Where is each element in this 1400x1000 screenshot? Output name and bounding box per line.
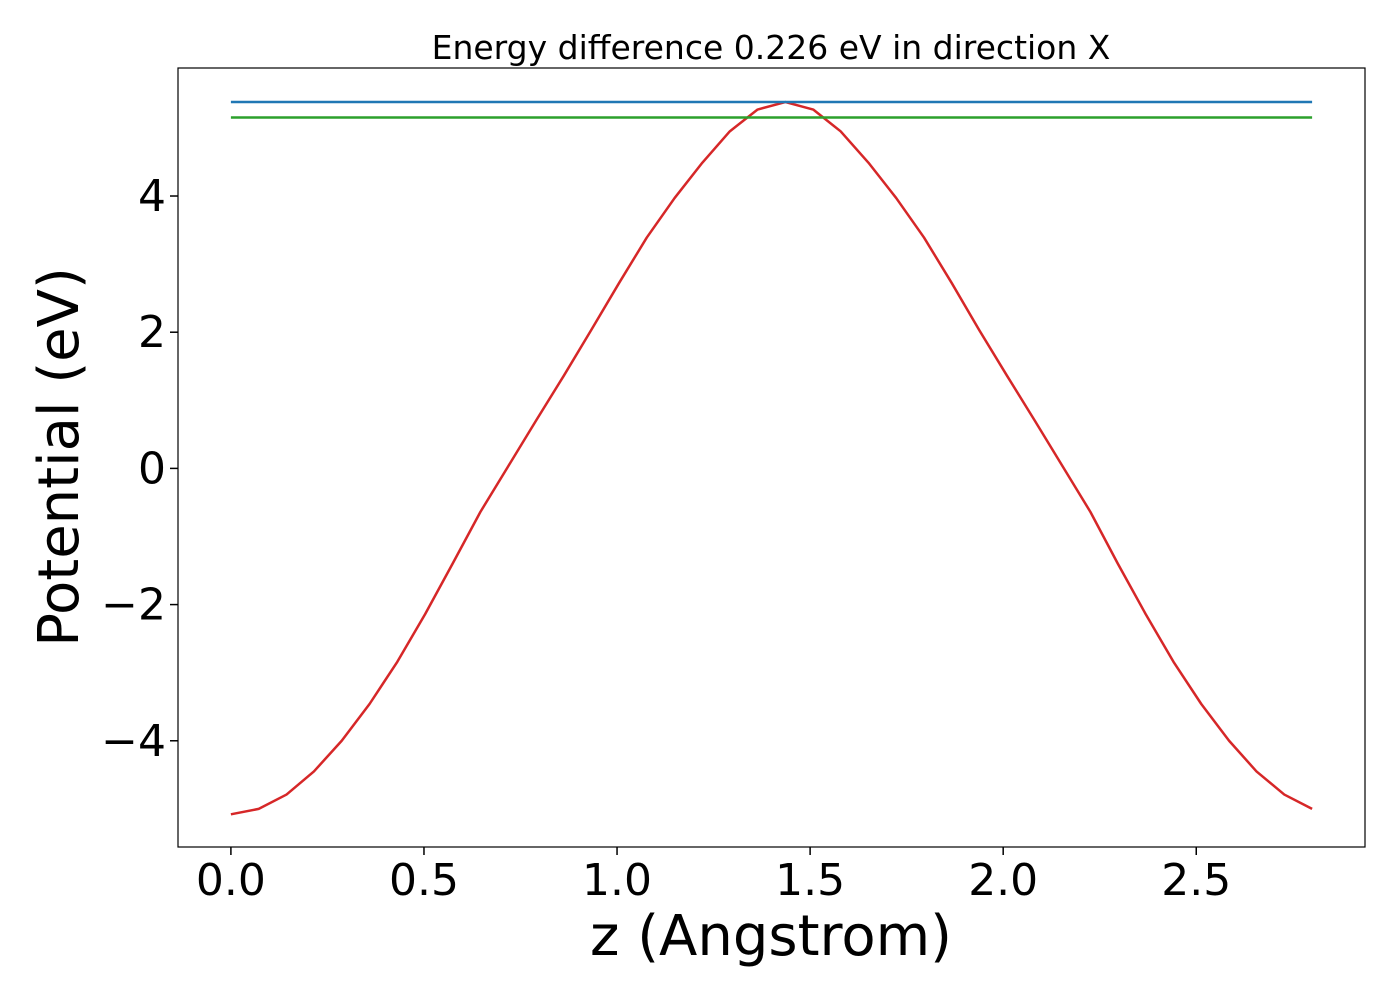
x-tick-label: 2.5: [1161, 855, 1231, 906]
series-layer: [230, 100, 1313, 816]
y-tick-label: 4: [138, 171, 166, 222]
y-tick-label: −4: [101, 716, 166, 767]
y-tick-label: −2: [101, 580, 166, 631]
y-tick-label: 2: [138, 307, 166, 358]
x-tick-label: 0.5: [389, 855, 459, 906]
x-axis-label: z (Angstrom): [590, 904, 952, 969]
plot-frame: [177, 67, 1366, 848]
x-tick-label: 2.0: [968, 855, 1038, 906]
y-axis: −4 −2 0 2 4: [101, 171, 178, 767]
chart-title: Energy difference 0.226 eV in direction …: [432, 28, 1111, 67]
series-line-1: [230, 100, 1313, 816]
y-axis-label: Potential (eV): [27, 267, 92, 647]
x-tick-label: 1.5: [775, 855, 845, 906]
y-tick-label: 0: [138, 443, 166, 494]
x-tick-label: 1.0: [582, 855, 652, 906]
x-axis: 0.0 0.5 1.0 1.5 2.0 2.5: [196, 847, 1231, 906]
x-tick-label: 0.0: [196, 855, 266, 906]
